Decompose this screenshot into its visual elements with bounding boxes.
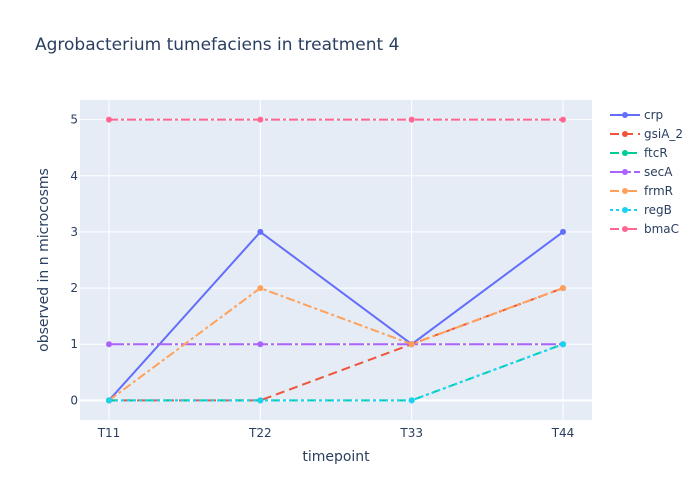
legend-swatch-marker bbox=[622, 226, 628, 232]
data-point-bmaC bbox=[560, 116, 566, 123]
legend-item-bmaC[interactable]: bmaC bbox=[610, 222, 679, 236]
x-axis-title: timepoint bbox=[302, 449, 370, 465]
y-axis-title: observed in n microcosms bbox=[36, 168, 52, 352]
series-markers bbox=[106, 116, 566, 404]
legend-swatch-marker bbox=[622, 131, 628, 137]
legend-label: ftcR bbox=[644, 146, 668, 160]
series-line-ftcR bbox=[109, 343, 564, 402]
series-lines bbox=[108, 118, 564, 402]
legend-swatch-marker bbox=[622, 150, 628, 156]
x-tick-label: T11 bbox=[97, 426, 121, 440]
legend-item-regB[interactable]: regB bbox=[610, 203, 672, 217]
data-point-regB bbox=[106, 397, 112, 404]
y-tick-label: 3 bbox=[70, 225, 78, 239]
legend-item-gsiA_2[interactable]: gsiA_2 bbox=[610, 127, 683, 141]
data-point-regB bbox=[560, 341, 566, 348]
chart-title: Agrobacterium tumefaciens in treatment 4 bbox=[35, 35, 399, 55]
legend-label: secA bbox=[644, 165, 673, 179]
data-point-frmR bbox=[257, 285, 264, 292]
legend-swatch-marker bbox=[622, 188, 628, 194]
legend-swatch-marker bbox=[622, 207, 628, 213]
data-point-bmaC bbox=[408, 116, 415, 123]
data-point-crp bbox=[560, 228, 566, 235]
plot-area bbox=[80, 100, 592, 420]
series-line-crp bbox=[108, 230, 564, 402]
data-point-crp bbox=[257, 228, 264, 235]
legend-item-secA[interactable]: secA bbox=[610, 165, 673, 179]
legend-label: bmaC bbox=[644, 222, 679, 236]
y-tick-label: 4 bbox=[70, 169, 78, 183]
y-tick-label: 1 bbox=[70, 337, 78, 351]
x-tick-labels: T11 T22 T33 T44 bbox=[97, 426, 575, 440]
x-tick-label: T44 bbox=[551, 426, 575, 440]
legend-swatch-marker bbox=[622, 112, 628, 118]
data-point-frmR bbox=[408, 341, 415, 348]
y-tick-labels: 0 1 2 3 4 5 bbox=[70, 113, 78, 408]
legend-label: frmR bbox=[644, 184, 673, 198]
legend-label: gsiA_2 bbox=[644, 127, 683, 141]
legend-label: crp bbox=[644, 108, 663, 122]
y-tick-label: 5 bbox=[70, 113, 78, 127]
legend[interactable]: crp gsiA_2 ftcR secA frmR regB bmaC bbox=[610, 108, 683, 236]
legend-label: regB bbox=[644, 203, 672, 217]
x-tick-label: T22 bbox=[248, 426, 272, 440]
data-point-bmaC bbox=[257, 116, 264, 123]
x-tick-label: T33 bbox=[399, 426, 423, 440]
legend-item-crp[interactable]: crp bbox=[610, 108, 663, 122]
legend-item-ftcR[interactable]: ftcR bbox=[610, 146, 668, 160]
y-tick-label: 2 bbox=[70, 281, 78, 295]
legend-item-frmR[interactable]: frmR bbox=[610, 184, 673, 198]
series-line-frmR bbox=[108, 286, 564, 402]
legend-swatch-marker bbox=[622, 169, 628, 175]
data-point-bmaC bbox=[106, 116, 112, 123]
y-tick-label: 0 bbox=[70, 393, 78, 407]
data-point-regB bbox=[257, 397, 264, 404]
data-point-regB bbox=[408, 397, 415, 404]
data-point-secA bbox=[106, 341, 112, 348]
data-point-secA bbox=[257, 341, 264, 348]
data-point-frmR bbox=[560, 285, 566, 292]
